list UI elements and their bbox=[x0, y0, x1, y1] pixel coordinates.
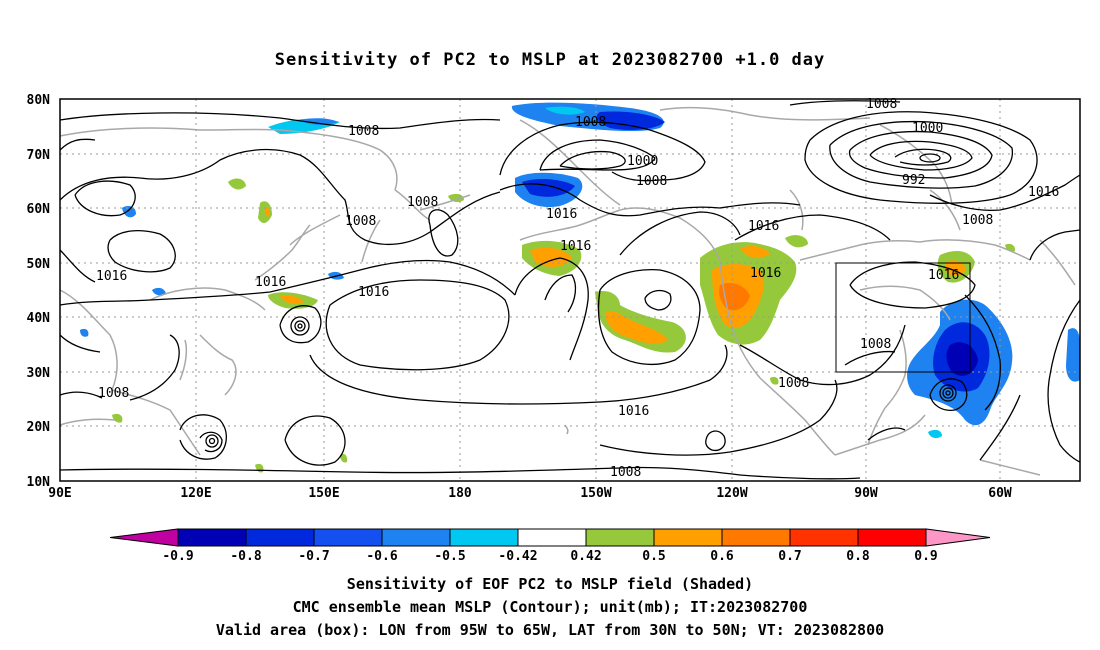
isobar-label: 1016 bbox=[546, 207, 577, 222]
lon-label: 90E bbox=[48, 486, 71, 501]
isobar-label: 1016 bbox=[928, 268, 959, 283]
colorbar-tick-label: 0.9 bbox=[914, 549, 937, 564]
footer-line-shading: Sensitivity of EOF PC2 to MSLP field (Sh… bbox=[346, 575, 754, 593]
isobar-label: 1008 bbox=[860, 337, 891, 352]
isobar-label: 1000 bbox=[912, 121, 943, 136]
colorbar-bin bbox=[381, 528, 451, 547]
lon-label: 150W bbox=[580, 486, 611, 501]
isobar-label: 1008 bbox=[98, 386, 129, 401]
lat-label: 80N bbox=[27, 93, 51, 108]
colorbar-tick-label: 0.42 bbox=[570, 549, 601, 564]
colorbar-bin bbox=[857, 528, 927, 547]
chart-title: Sensitivity of PC2 to MSLP at 2023082700… bbox=[274, 50, 826, 70]
isobar-label: 1016 bbox=[1028, 185, 1059, 200]
lon-label: 180 bbox=[448, 486, 472, 501]
isobar-label: 1008 bbox=[345, 214, 376, 229]
valid-area-box bbox=[835, 262, 971, 373]
map-panel: 1008 1008 1008 1008 1008 1008 1008 1008 … bbox=[59, 97, 1081, 482]
colorbar-bin bbox=[245, 528, 315, 547]
colorbar-tick-label: -0.7 bbox=[298, 549, 329, 564]
positive-sensitivity-shading bbox=[112, 178, 1016, 473]
isobar-label: 1008 bbox=[407, 195, 438, 210]
colorbar-tick-label: 0.6 bbox=[710, 549, 734, 564]
isobar-label: 1016 bbox=[96, 269, 127, 284]
colorbar-bin bbox=[177, 528, 247, 547]
colorbar-tick-label: 0.7 bbox=[778, 549, 801, 564]
isobar-label: 1016 bbox=[750, 266, 781, 281]
colorbar-tick-label: -0.8 bbox=[230, 549, 261, 564]
lat-label: 30N bbox=[27, 366, 51, 381]
colorbar-tick-label: 0.5 bbox=[642, 549, 665, 564]
colorbar-bin bbox=[789, 528, 859, 547]
isobar-label: 1016 bbox=[560, 239, 591, 254]
isobar-label: 1016 bbox=[618, 404, 649, 419]
isobar-label: 1008 bbox=[348, 124, 379, 139]
isobar-labels: 1008 1008 1008 1008 1008 1008 1008 1008 … bbox=[96, 97, 1059, 480]
isobar-label: 1008 bbox=[610, 465, 641, 480]
colorbar-bin bbox=[721, 528, 791, 547]
isobar-label: 1008 bbox=[866, 97, 897, 112]
latitude-labels: 80N 70N 60N 50N 40N 30N 20N 10N bbox=[27, 93, 51, 490]
lon-label: 150E bbox=[308, 486, 339, 501]
graticule bbox=[60, 99, 1080, 481]
footer-line-contour: CMC ensemble mean MSLP (Contour); unit(m… bbox=[292, 598, 808, 616]
isobar-label: 1008 bbox=[575, 115, 606, 130]
lat-label: 50N bbox=[27, 257, 51, 272]
colorbar-tick-label: -0.9 bbox=[162, 549, 193, 564]
isobar-label: 1008 bbox=[778, 376, 809, 391]
isobar-label: 1008 bbox=[636, 174, 667, 189]
lon-label: 60W bbox=[988, 486, 1012, 501]
footer-line-valid-area: Valid area (box): LON from 95W to 65W, L… bbox=[215, 621, 885, 639]
isobar-label: 1016 bbox=[358, 285, 389, 300]
lat-label: 60N bbox=[27, 202, 51, 217]
colorbar-bin bbox=[449, 528, 519, 547]
isobar-label: 992 bbox=[902, 173, 925, 188]
lat-label: 20N bbox=[27, 420, 51, 435]
colorbar-tick-label: 0.8 bbox=[846, 549, 870, 564]
coastlines bbox=[59, 106, 1076, 476]
colorbar-bin bbox=[585, 528, 655, 547]
colorbar-bin bbox=[313, 528, 383, 547]
longitude-labels: 90E 120E 150E 180 150W 120W 90W 60W bbox=[48, 486, 1012, 501]
mslp-isobars bbox=[59, 100, 1081, 480]
lat-label: 70N bbox=[27, 148, 51, 163]
lat-label: 40N bbox=[27, 311, 51, 326]
isobar-label: 1016 bbox=[748, 219, 779, 234]
lat-label: 10N bbox=[27, 475, 51, 490]
isobar-label: 1016 bbox=[255, 275, 286, 290]
isobar-label: 1008 bbox=[962, 213, 993, 228]
lon-label: 120W bbox=[716, 486, 747, 501]
colorbar-bin bbox=[653, 528, 723, 547]
map-frame bbox=[59, 98, 1081, 482]
colorbar-tick-label: -0.42 bbox=[498, 549, 537, 564]
colorbar: -0.9 -0.8 -0.7 -0.6 -0.5 -0.42 0.42 0.5 0.6 0.7 0.… bbox=[109, 528, 991, 564]
lon-label: 120E bbox=[180, 486, 211, 501]
colorbar-tick-label: -0.5 bbox=[434, 549, 465, 564]
isobar-label: 1000 bbox=[627, 154, 658, 169]
colorbar-over-triangle bbox=[925, 528, 991, 547]
lon-label: 90W bbox=[854, 486, 878, 501]
colorbar-under-triangle bbox=[109, 528, 179, 547]
colorbar-tick-label: -0.6 bbox=[366, 549, 397, 564]
colorbar-bin bbox=[517, 528, 587, 547]
